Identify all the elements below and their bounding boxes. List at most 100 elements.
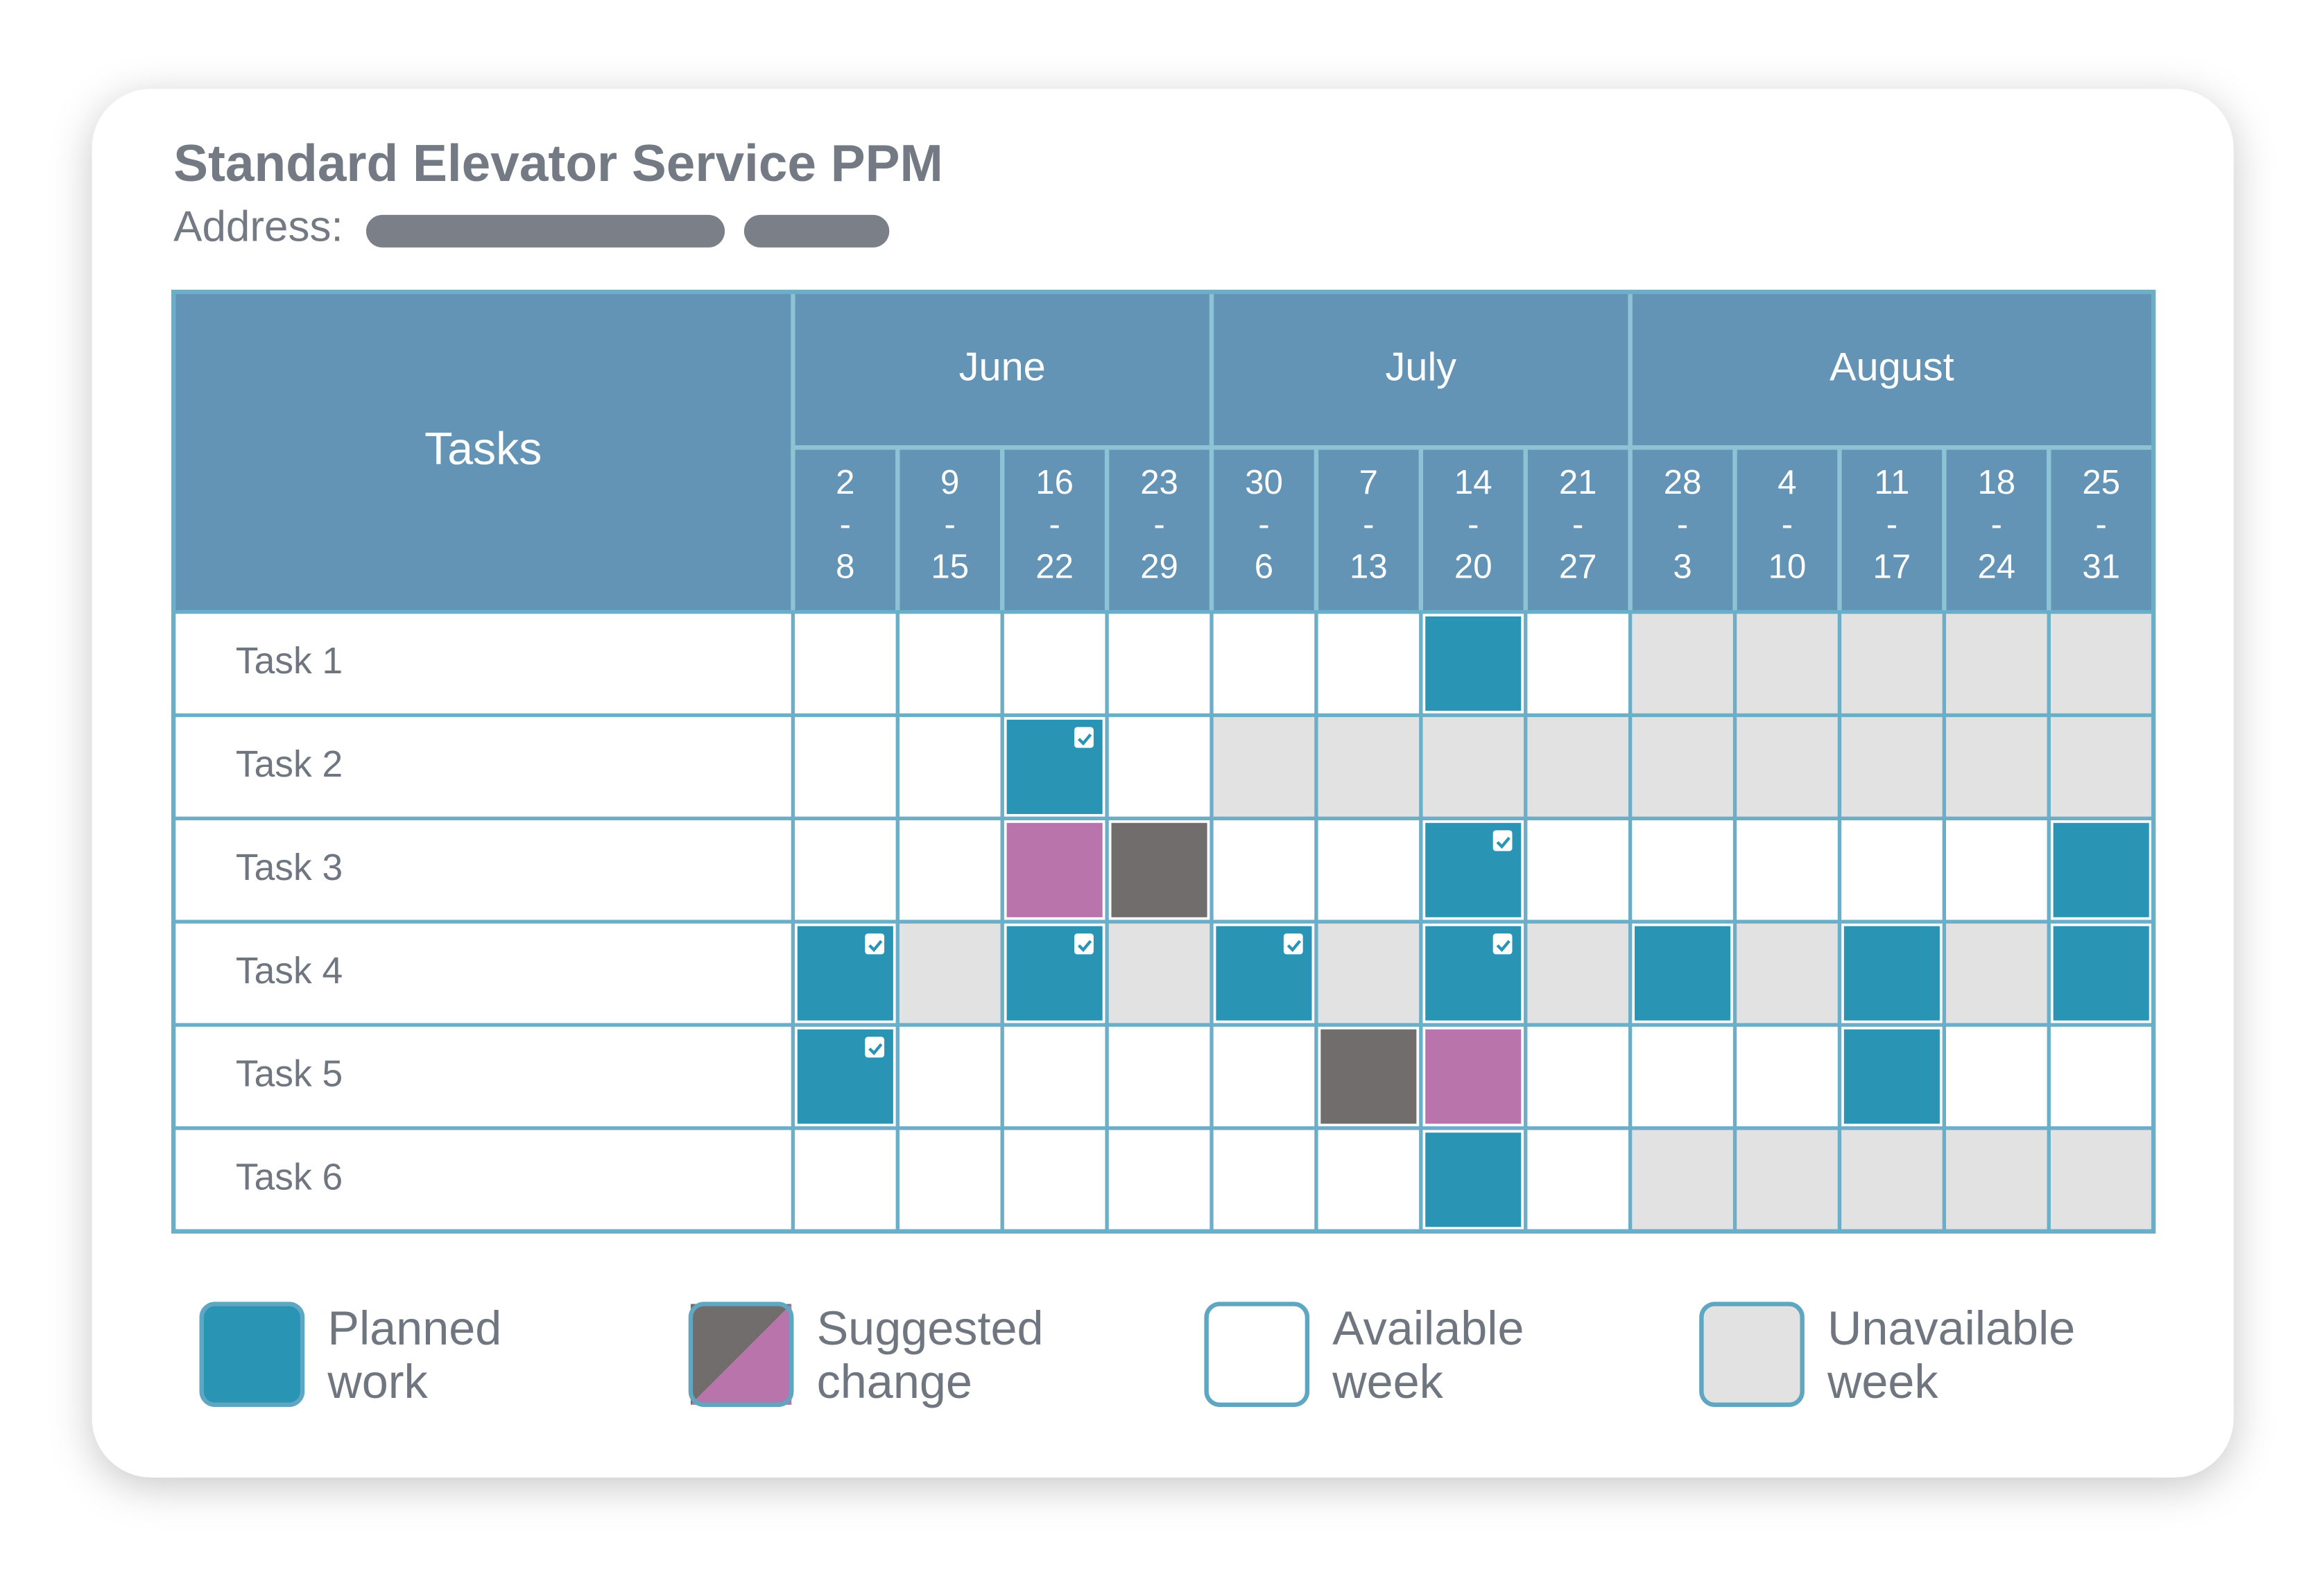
- legend-swatch: [1204, 1302, 1310, 1408]
- task-cell: [173, 922, 793, 1026]
- week-cell: [1316, 818, 1421, 922]
- week-cell: [1212, 612, 1316, 716]
- check-mark: [868, 940, 883, 952]
- week-cell: [1630, 818, 1735, 922]
- week-label: -: [1991, 506, 2002, 544]
- week-cell: [1316, 612, 1421, 716]
- week-cell: [1107, 715, 1212, 819]
- cell-planned: [1843, 926, 1940, 1021]
- week-label: 24: [1977, 548, 2015, 586]
- legend-swatch-new: [690, 1304, 792, 1405]
- week-cell: [1316, 715, 1421, 819]
- task-label: Task 4: [236, 951, 343, 992]
- table-border: [171, 289, 2156, 1234]
- month-label: August: [1830, 345, 1954, 389]
- check-icon: [1074, 727, 1094, 748]
- table-header: [173, 291, 2154, 612]
- week-label: -: [1886, 506, 1897, 544]
- week-cell: [1839, 612, 1945, 716]
- week-cell: [793, 612, 898, 716]
- week-label: 13: [1350, 548, 1388, 586]
- week-cell: [1107, 922, 1212, 1026]
- task-label: Task 1: [236, 641, 343, 682]
- legend-label: change: [817, 1356, 972, 1408]
- week-cell: [1944, 818, 2049, 922]
- legend-label: week: [1332, 1356, 1443, 1408]
- legend-label: Available: [1332, 1302, 1524, 1355]
- week-cell: [1944, 612, 2049, 716]
- week-cell: [1839, 1127, 1945, 1232]
- redacted: [365, 214, 725, 248]
- week-cell: [2049, 1025, 2154, 1128]
- week-label: 8: [836, 548, 854, 586]
- week-label: 27: [1559, 548, 1597, 586]
- week-cell: [1107, 1127, 1212, 1232]
- week-cell: [1002, 1025, 1108, 1128]
- week-cell: [793, 715, 898, 819]
- week-cell: [2049, 715, 2154, 819]
- week-cell: [1735, 818, 1840, 922]
- week-cell: [1212, 818, 1316, 922]
- check-icon: [1074, 933, 1094, 955]
- month-label: July: [1386, 345, 1457, 389]
- task-cell: [173, 818, 793, 922]
- week-label: 31: [2082, 548, 2120, 586]
- legend-label: work: [327, 1356, 428, 1408]
- week-label: 21: [1559, 464, 1597, 501]
- week-cell: [1630, 715, 1735, 819]
- week-cell: [1735, 1127, 1840, 1232]
- week-cell: [1839, 715, 1945, 819]
- task-label: Task 3: [236, 847, 343, 888]
- week-cell: [1525, 1025, 1630, 1128]
- week-label: 18: [1977, 464, 2015, 501]
- week-label: 4: [1778, 464, 1796, 501]
- cell-suggested-old: [1111, 822, 1207, 917]
- week-label: -: [1677, 506, 1688, 544]
- cell-planned: [1843, 1029, 1940, 1124]
- week-cell: [1212, 1025, 1316, 1128]
- task-label: Task 6: [236, 1157, 343, 1198]
- week-label: 16: [1035, 464, 1074, 501]
- week-label: -: [1049, 506, 1060, 544]
- check-icon: [1283, 933, 1303, 955]
- week-cell: [897, 715, 1003, 819]
- week-cell: [1735, 922, 1840, 1026]
- week-cell: [1212, 1127, 1316, 1232]
- legend-swatch: [688, 1302, 794, 1408]
- week-cell: [897, 922, 1003, 1026]
- week-label: 10: [1768, 548, 1807, 586]
- week-label: -: [1782, 506, 1793, 544]
- week-label: 9: [940, 464, 959, 501]
- week-label: -: [1363, 506, 1374, 544]
- week-label: 23: [1140, 464, 1178, 501]
- legend-label: week: [1827, 1356, 1938, 1408]
- week-cell: [1525, 1127, 1630, 1232]
- week-label: 29: [1140, 548, 1178, 586]
- week-cell: [1630, 1025, 1735, 1128]
- week-cell: [2049, 1127, 2154, 1232]
- check-mark: [1077, 940, 1092, 952]
- week-label: 15: [931, 548, 969, 586]
- cell-planned: [1425, 616, 1522, 711]
- check-mark: [1077, 733, 1092, 746]
- week-cell: [1839, 818, 1945, 922]
- task-label: Task 2: [236, 744, 343, 785]
- check-icon: [865, 933, 885, 955]
- week-cell: [1107, 612, 1212, 716]
- week-cell: [1630, 1127, 1735, 1232]
- week-label: 11: [1874, 464, 1909, 501]
- week-cell: [1525, 818, 1630, 922]
- redacted: [743, 214, 890, 248]
- week-cell: [1002, 612, 1108, 716]
- legend-swatch: [199, 1302, 305, 1408]
- legend-label: Unavailable: [1827, 1302, 2075, 1355]
- address-label: Address:: [173, 203, 343, 251]
- cell-planned: [2053, 822, 2149, 917]
- week-cell: [1525, 715, 1630, 819]
- week-cell: [897, 1025, 1003, 1128]
- week-cell: [1944, 922, 2049, 1026]
- task-cell: [173, 1025, 793, 1128]
- cell-planned: [1425, 1132, 1522, 1227]
